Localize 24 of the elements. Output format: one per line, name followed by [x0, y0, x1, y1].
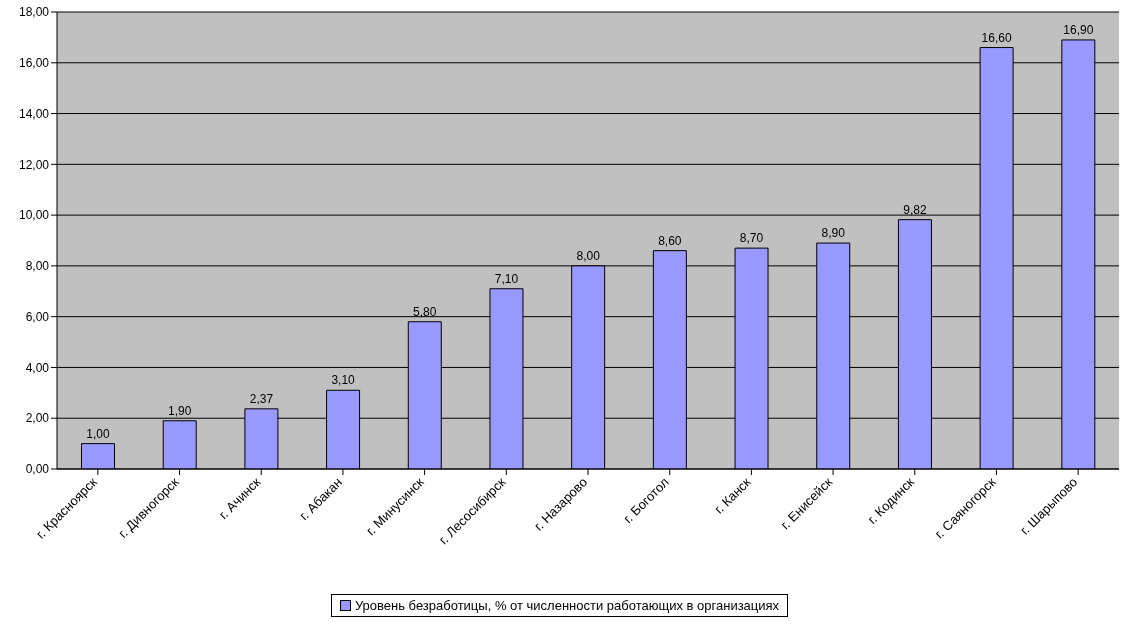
data-label: 8,60	[658, 233, 682, 248]
data-label: 9,82	[903, 202, 927, 217]
y-tick-label: 10,00	[18, 208, 50, 223]
data-label: 16,60	[981, 30, 1012, 45]
y-tick-label: 2,00	[25, 411, 50, 426]
data-label: 2,37	[249, 391, 274, 406]
data-label: 5,80	[413, 304, 437, 319]
data-label: 1,00	[86, 426, 111, 441]
y-tick-label: 8,00	[25, 259, 50, 274]
data-label: 3,10	[331, 373, 356, 388]
y-tick-label: 12,00	[18, 157, 50, 172]
data-label: 8,00	[576, 248, 601, 263]
legend-label: Уровень безработицы, % от численности работающих в организациях	[353, 598, 780, 613]
data-label: 8,70	[739, 231, 764, 246]
y-tick-label: 0,00	[25, 462, 50, 477]
data-label: 1,90	[168, 403, 192, 418]
y-tick-label: 14,00	[18, 106, 50, 121]
y-tick-label: 18,00	[18, 5, 50, 20]
data-label: 16,90	[1063, 22, 1094, 37]
y-tick-label: 16,00	[18, 56, 50, 71]
data-label: 8,90	[821, 226, 846, 241]
y-tick-label: 4,00	[25, 360, 50, 375]
data-label: 7,10	[494, 271, 519, 286]
y-tick-label: 6,00	[25, 309, 50, 324]
